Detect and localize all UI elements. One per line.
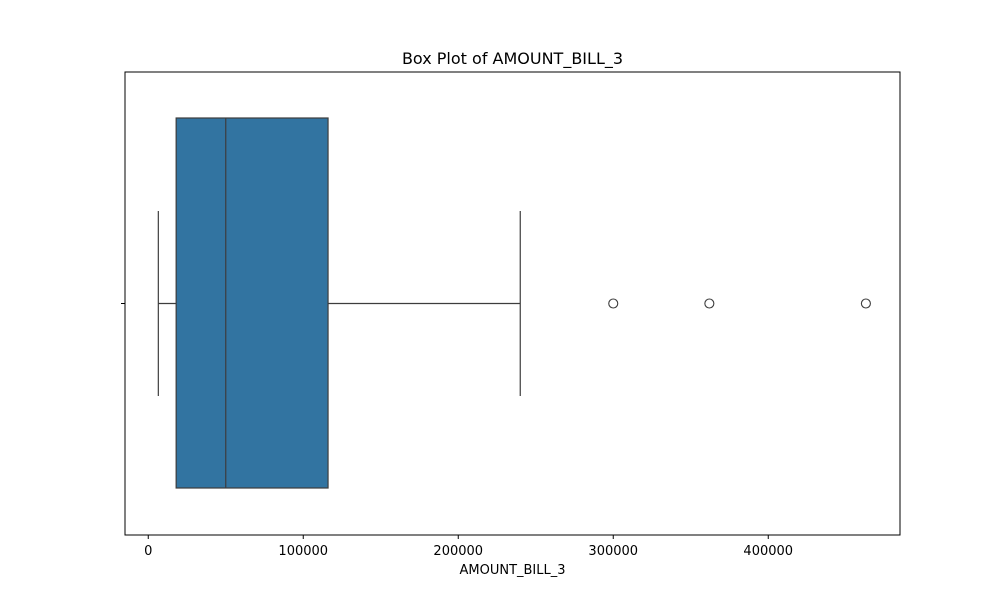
outlier-point: [704, 298, 715, 309]
outlier-point: [860, 298, 871, 309]
x-tick-label: 400000: [743, 544, 793, 559]
chart-title: Box Plot of AMOUNT_BILL_3: [402, 49, 623, 69]
x-axis-label: AMOUNT_BILL_3: [459, 563, 565, 578]
outlier-point: [608, 298, 619, 309]
x-tick-label: 200000: [433, 544, 483, 559]
x-tick-label: 0: [144, 544, 152, 559]
iqr-box: [175, 117, 329, 489]
plot-area: [157, 117, 871, 489]
x-axis: 0 100000 200000 300000 400000: [121, 71, 901, 559]
x-tick-label: 100000: [278, 544, 328, 559]
x-tick-label: 300000: [588, 544, 638, 559]
